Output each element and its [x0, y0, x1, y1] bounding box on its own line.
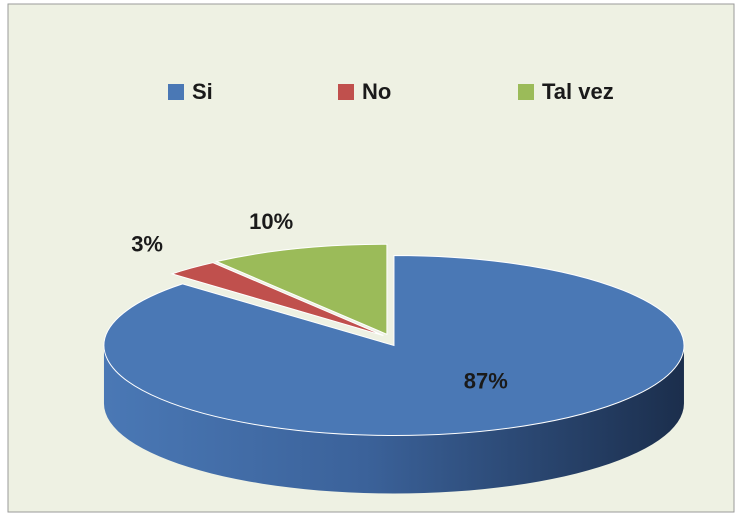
legend-swatch — [338, 84, 354, 100]
legend-label: No — [362, 79, 391, 104]
slice — [214, 243, 388, 336]
legend-label: Si — [192, 79, 213, 104]
slice — [170, 262, 384, 336]
data-label: 10% — [249, 209, 293, 234]
legend-swatch — [518, 84, 534, 100]
legend-swatch — [168, 84, 184, 100]
legend-label: Tal vez — [542, 79, 614, 104]
slice-side — [103, 345, 684, 494]
slice — [103, 255, 685, 436]
data-label: 3% — [131, 232, 163, 257]
data-label: 87% — [464, 368, 508, 393]
